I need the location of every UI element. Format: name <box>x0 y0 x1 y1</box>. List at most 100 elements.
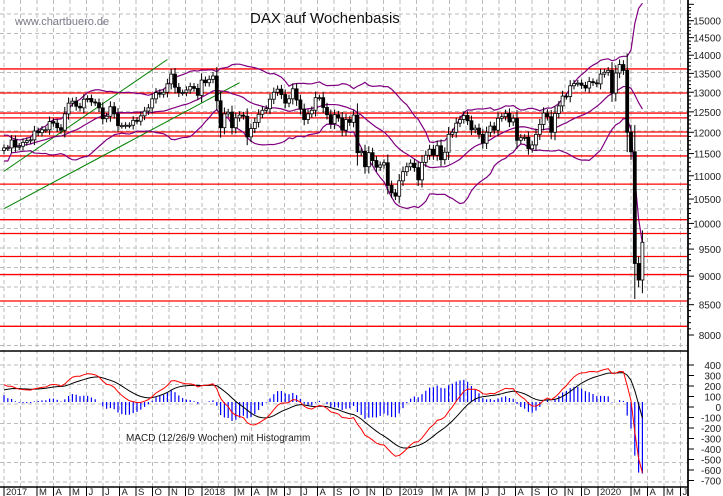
candle-body <box>458 119 462 124</box>
candle-body <box>423 154 428 163</box>
candle-body <box>385 162 390 186</box>
x-tick-label: N <box>369 487 376 496</box>
candle-body <box>347 119 352 123</box>
candle-body <box>408 162 413 168</box>
candle-body <box>325 107 329 116</box>
candle-body <box>534 133 538 146</box>
candle-body <box>473 127 478 131</box>
candle-body <box>123 124 128 127</box>
candle-body <box>621 64 626 71</box>
candle-body <box>97 102 101 109</box>
candle-body <box>275 88 280 93</box>
macd-label: MACD (12/26/9 Wochen) mit Histogramm <box>126 433 311 444</box>
candle-body <box>431 148 436 156</box>
candle-body <box>298 99 303 110</box>
candle-body <box>93 101 98 104</box>
candle-body <box>575 82 580 85</box>
candle-body <box>363 150 367 168</box>
x-tick-label: A <box>122 487 129 496</box>
candle-body <box>222 113 227 129</box>
candle-body <box>260 109 265 115</box>
candle-body <box>36 130 41 134</box>
candle-body <box>28 139 33 142</box>
x-tick-label: M <box>237 487 245 496</box>
candle-body <box>560 95 565 107</box>
candle-body <box>480 133 485 144</box>
candle-body <box>564 95 569 98</box>
candle-body <box>401 171 405 182</box>
x-tick-label: A <box>320 487 327 496</box>
candle-body <box>66 102 71 115</box>
x-tick-label: 2020 <box>600 487 621 496</box>
x-tick-label: D <box>386 487 393 496</box>
watermark: www.chartbuero.de <box>15 16 110 28</box>
x-tick-label: J <box>303 487 308 496</box>
trendline <box>3 59 168 172</box>
candle-body <box>435 145 440 156</box>
candle-body <box>332 114 337 124</box>
candle-body <box>302 108 307 120</box>
candle-body <box>404 166 409 173</box>
candle-body <box>461 115 466 120</box>
candle-body <box>351 114 356 123</box>
candle-body <box>549 116 554 133</box>
macd-y-tick-label: 300 <box>704 372 721 383</box>
x-tick-label: J <box>683 487 688 496</box>
candle-body <box>454 122 459 133</box>
candle-body <box>488 125 493 133</box>
candle-body <box>613 72 618 94</box>
candle-body <box>359 150 364 154</box>
y-tick-label: 13500 <box>693 69 721 80</box>
candle-body <box>252 121 257 129</box>
candle-body <box>78 105 82 109</box>
candle-body <box>40 129 44 134</box>
candle-body <box>556 105 561 114</box>
candle-body <box>119 125 124 128</box>
candle-body <box>412 162 417 169</box>
x-tick-label: 2019 <box>402 487 423 496</box>
y-tick-label: 9500 <box>699 245 722 256</box>
candle-body <box>43 129 48 132</box>
chart-title: DAX auf Wochenbasis <box>250 10 400 27</box>
candle-body <box>469 120 474 131</box>
candle-body <box>245 115 250 138</box>
candle-body <box>328 114 333 124</box>
y-tick-label: 10500 <box>693 195 721 206</box>
candle-body <box>450 131 455 135</box>
candle-body <box>439 145 443 161</box>
candle-body <box>290 88 295 100</box>
candle-body <box>545 112 550 118</box>
candle-body <box>313 97 318 111</box>
candle-body <box>207 78 212 84</box>
x-tick-label: S <box>336 487 342 496</box>
candle-body <box>237 114 242 119</box>
candle-body <box>340 117 345 131</box>
x-tick-label: A <box>650 487 657 496</box>
macd-y-tick-label: -600 <box>701 466 721 477</box>
x-tick-label: D <box>188 487 195 496</box>
candle-body <box>499 116 504 119</box>
candle-body <box>70 100 75 104</box>
candle-body <box>226 111 231 115</box>
macd-y-tick-label: 400 <box>704 361 721 372</box>
candle-body <box>287 98 291 104</box>
candle-body <box>161 91 166 95</box>
y-tick-label: 14000 <box>693 51 721 62</box>
x-tick-label: J <box>501 487 506 496</box>
candle-body <box>241 114 246 117</box>
x-tick-label: J <box>287 487 292 496</box>
candle-body <box>100 107 105 120</box>
candle-body <box>138 115 143 122</box>
candle-body <box>579 82 584 86</box>
candle-body <box>640 241 645 281</box>
candle-body <box>180 92 185 95</box>
candle-body <box>142 110 147 117</box>
candle-body <box>306 113 310 120</box>
candle-body <box>393 192 398 197</box>
candle-body <box>9 139 14 149</box>
candle-body <box>47 121 52 131</box>
x-tick-label: M <box>633 487 641 496</box>
candle-body <box>591 81 595 84</box>
y-tick-label: 11000 <box>694 172 722 183</box>
